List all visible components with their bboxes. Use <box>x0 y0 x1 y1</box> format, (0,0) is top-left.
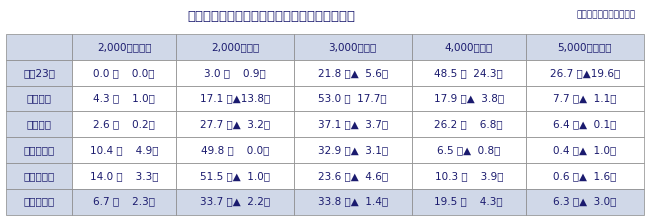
Text: （単位：％、ポイント）: （単位：％、ポイント） <box>576 10 635 19</box>
Text: 37.1 （▲  3.7）: 37.1 （▲ 3.7） <box>318 119 388 129</box>
Text: 21.8 （▲  5.6）: 21.8 （▲ 5.6） <box>318 68 388 78</box>
Text: 6.3 （▲  3.0）: 6.3 （▲ 3.0） <box>553 197 617 207</box>
Text: 17.9 （▲  3.8）: 17.9 （▲ 3.8） <box>433 94 504 104</box>
Text: 53.0 （  17.7）: 53.0 （ 17.7） <box>319 94 387 104</box>
Text: 0.6 （▲  1.6）: 0.6 （▲ 1.6） <box>553 171 617 181</box>
Text: 10.3 （    3.9）: 10.3 （ 3.9） <box>435 171 503 181</box>
Text: 6.4 （▲  0.1）: 6.4 （▲ 0.1） <box>553 119 617 129</box>
Text: 東京都下: 東京都下 <box>27 94 52 104</box>
Text: 3,000万円台: 3,000万円台 <box>329 42 377 52</box>
Text: 新築戸建成約物件の価格帯別割合および前月比: 新築戸建成約物件の価格帯別割合および前月比 <box>187 10 355 23</box>
Text: 26.7 （▲19.6）: 26.7 （▲19.6） <box>550 68 620 78</box>
Text: 23.6 （▲  4.6）: 23.6 （▲ 4.6） <box>318 171 388 181</box>
Text: 千　葉　県: 千 葉 県 <box>24 171 55 181</box>
Text: 17.1 （▲13.8）: 17.1 （▲13.8） <box>200 94 270 104</box>
Text: 首　都　圏: 首 都 圏 <box>24 197 55 207</box>
Text: 4,000万円台: 4,000万円台 <box>444 42 493 52</box>
Text: 4.3 （    1.0）: 4.3 （ 1.0） <box>94 94 155 104</box>
Text: 5,000万円以上: 5,000万円以上 <box>557 42 612 52</box>
Text: 33.8 （▲  1.4）: 33.8 （▲ 1.4） <box>318 197 388 207</box>
Text: 6.7 （    2.3）: 6.7 （ 2.3） <box>94 197 155 207</box>
Text: 32.9 （▲  3.1）: 32.9 （▲ 3.1） <box>318 145 388 155</box>
Text: 51.5 （▲  1.0）: 51.5 （▲ 1.0） <box>200 171 270 181</box>
Text: 48.5 （  24.3）: 48.5 （ 24.3） <box>435 68 503 78</box>
Text: 2,000万円未満: 2,000万円未満 <box>97 42 152 52</box>
Text: 3.0 （    0.9）: 3.0 （ 0.9） <box>204 68 266 78</box>
Text: 6.5 （▲  0.8）: 6.5 （▲ 0.8） <box>437 145 501 155</box>
Text: 0.0 （    0.0）: 0.0 （ 0.0） <box>94 68 155 78</box>
Text: 49.8 （    0.0）: 49.8 （ 0.0） <box>201 145 269 155</box>
Text: 埼　玉　県: 埼 玉 県 <box>24 145 55 155</box>
Text: 27.7 （▲  3.2）: 27.7 （▲ 3.2） <box>200 119 270 129</box>
Text: 7.7 （▲  1.1）: 7.7 （▲ 1.1） <box>553 94 617 104</box>
Text: 0.4 （▲  1.0）: 0.4 （▲ 1.0） <box>553 145 617 155</box>
Text: 19.5 （    4.3）: 19.5 （ 4.3） <box>435 197 503 207</box>
Text: 2.6 （    0.2）: 2.6 （ 0.2） <box>94 119 155 129</box>
Text: 2,000万円台: 2,000万円台 <box>211 42 259 52</box>
Text: 神奈川県: 神奈川県 <box>27 119 52 129</box>
Text: 東京23区: 東京23区 <box>23 68 55 78</box>
Text: 10.4 （    4.9）: 10.4 （ 4.9） <box>90 145 159 155</box>
Text: 26.2 （    6.8）: 26.2 （ 6.8） <box>435 119 503 129</box>
Text: 33.7 （▲  2.2）: 33.7 （▲ 2.2） <box>200 197 270 207</box>
Text: 14.0 （    3.3）: 14.0 （ 3.3） <box>90 171 159 181</box>
